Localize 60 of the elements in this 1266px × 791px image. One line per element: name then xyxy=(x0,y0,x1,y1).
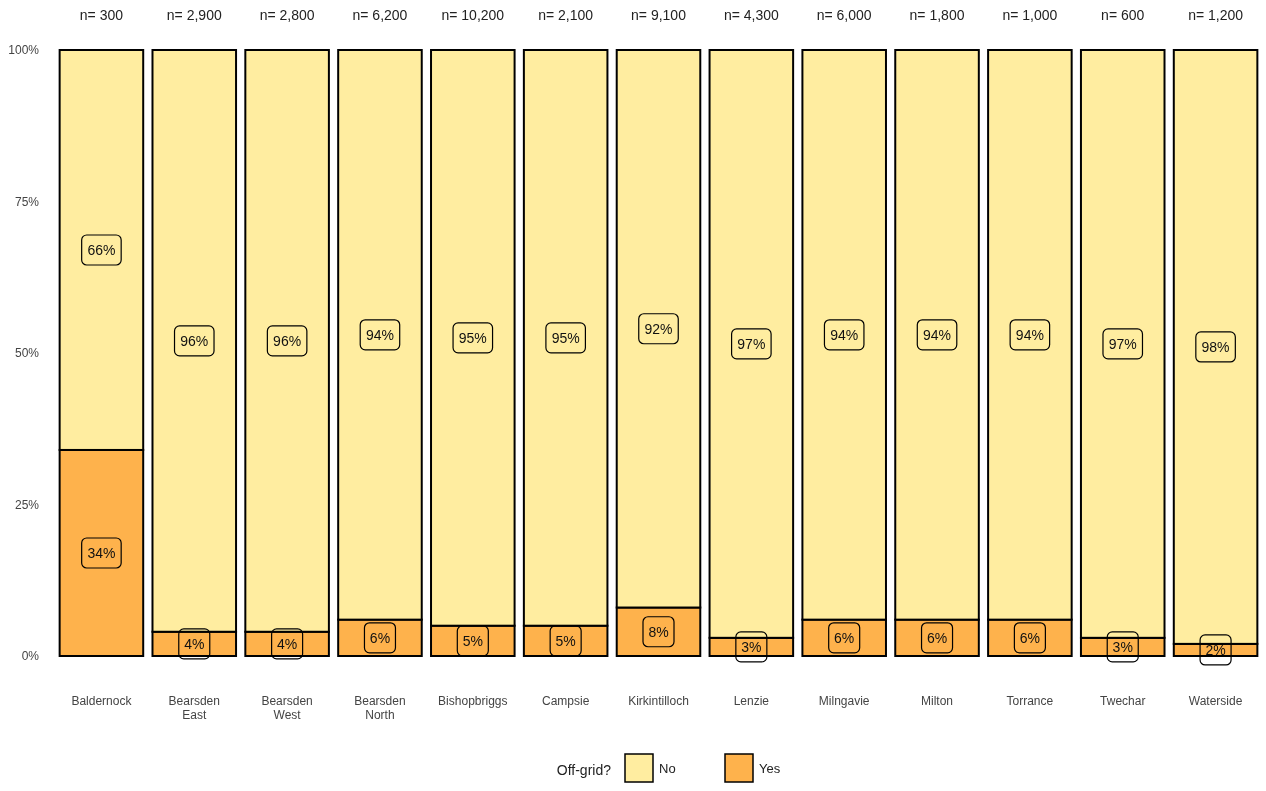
data-label: 95% xyxy=(551,329,580,346)
text: n= 2,900 xyxy=(166,7,222,23)
y-tick-label: 50% xyxy=(14,346,40,360)
text: n= 6,200 xyxy=(352,7,408,23)
text: n= 9,100 xyxy=(631,7,687,23)
data-label: 4% xyxy=(277,635,298,652)
legend-label: No xyxy=(659,761,676,776)
legend-title: Off-grid? xyxy=(556,762,612,778)
data-label: 3% xyxy=(1112,638,1133,655)
text: n= 600 xyxy=(1101,7,1145,23)
x-tick-label: Campsie xyxy=(541,694,590,708)
data-label: 96% xyxy=(180,332,209,349)
data-label: 94% xyxy=(365,326,394,343)
data-label: 98% xyxy=(1201,338,1230,355)
data-label: 34% xyxy=(87,544,116,561)
x-tick-label: Kirkintilloch xyxy=(628,694,689,708)
text: n= 300 xyxy=(79,7,124,23)
x-tick-label: Waterside xyxy=(1188,694,1243,708)
data-label: 96% xyxy=(273,332,302,349)
x-tick-label: Milngavie xyxy=(818,694,870,708)
y-tick-label: 0% xyxy=(21,649,40,663)
data-label: 2% xyxy=(1205,641,1226,658)
x-tick-label: Milton xyxy=(921,694,954,708)
text: n= 1,800 xyxy=(909,7,965,23)
x-tick-label: Bishopbriggs xyxy=(438,694,508,708)
data-label: 97% xyxy=(737,335,766,352)
x-tick-label: Bearsden East xyxy=(168,694,220,722)
x-tick-label: Lenzie xyxy=(733,694,770,708)
x-tick-label: Torrance xyxy=(1006,694,1054,708)
data-label: 66% xyxy=(87,241,116,258)
data-label: 6% xyxy=(834,629,855,646)
x-tick-label: Bearsden North xyxy=(354,694,406,722)
text: n= 2,800 xyxy=(259,7,315,23)
text: n= 1,000 xyxy=(1002,7,1058,23)
data-label: 95% xyxy=(458,329,487,346)
data-label: 97% xyxy=(1108,335,1137,352)
text: n= 4,300 xyxy=(723,7,779,23)
data-label: 92% xyxy=(644,320,673,337)
y-tick-label: 75% xyxy=(14,194,40,209)
x-tick-label: Baldernock xyxy=(71,694,133,708)
data-label: 5% xyxy=(462,632,483,649)
text: n= 2,100 xyxy=(538,7,594,23)
y-tick-label: 25% xyxy=(14,497,40,512)
data-label: 6% xyxy=(926,629,948,646)
legend-label: Yes xyxy=(759,761,781,776)
data-label: 6% xyxy=(1019,629,1040,646)
data-label: 4% xyxy=(184,635,205,652)
data-label: 5% xyxy=(555,632,576,649)
text: n= 6,000 xyxy=(816,7,872,23)
data-label: 94% xyxy=(923,326,952,343)
data-label: 6% xyxy=(369,629,391,646)
x-tick-label: Twechar xyxy=(1100,694,1146,708)
data-label: 3% xyxy=(741,638,762,655)
text: n= 1,200 xyxy=(1188,7,1244,23)
data-label: 8% xyxy=(648,623,669,640)
data-label: 94% xyxy=(1015,326,1044,343)
text: n= 10,200 xyxy=(441,7,505,23)
y-tick-label: 100% xyxy=(8,43,40,57)
x-tick-label: Bearsden West xyxy=(261,694,313,722)
data-label: 94% xyxy=(830,326,859,343)
